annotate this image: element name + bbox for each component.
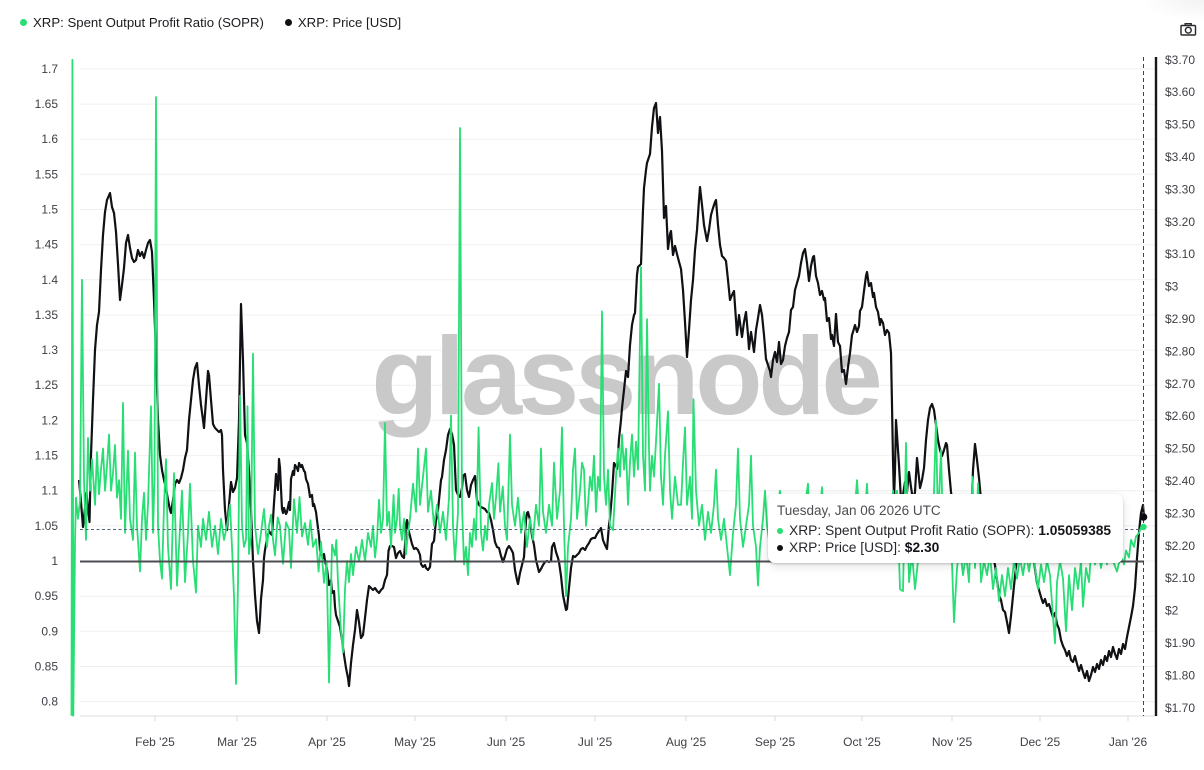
svg-text:Mar '25: Mar '25 <box>217 735 257 749</box>
svg-text:$2.80: $2.80 <box>1165 344 1195 358</box>
svg-text:$2.20: $2.20 <box>1165 539 1195 553</box>
svg-text:$3.40: $3.40 <box>1165 150 1195 164</box>
svg-text:0.8: 0.8 <box>41 695 58 709</box>
svg-text:$2.60: $2.60 <box>1165 409 1195 423</box>
svg-text:1.65: 1.65 <box>35 97 59 111</box>
svg-text:Jul '25: Jul '25 <box>578 735 613 749</box>
svg-text:Jun '25: Jun '25 <box>487 735 526 749</box>
svg-text:0.85: 0.85 <box>35 660 59 674</box>
svg-text:Feb '25: Feb '25 <box>135 735 175 749</box>
svg-text:1.6: 1.6 <box>41 132 58 146</box>
svg-text:Nov '25: Nov '25 <box>932 735 973 749</box>
svg-text:1.7: 1.7 <box>41 62 58 76</box>
svg-text:Sep '25: Sep '25 <box>755 735 796 749</box>
svg-text:$2.70: $2.70 <box>1165 377 1195 391</box>
svg-text:$3: $3 <box>1165 280 1179 294</box>
svg-text:May '25: May '25 <box>394 735 436 749</box>
svg-text:$3.50: $3.50 <box>1165 118 1195 132</box>
svg-text:$3.10: $3.10 <box>1165 247 1195 261</box>
svg-text:$1.80: $1.80 <box>1165 668 1195 682</box>
svg-text:1.45: 1.45 <box>35 238 59 252</box>
svg-text:$3.60: $3.60 <box>1165 85 1195 99</box>
svg-text:Oct '25: Oct '25 <box>843 735 881 749</box>
svg-text:0.9: 0.9 <box>41 624 58 638</box>
svg-text:1: 1 <box>51 554 58 568</box>
svg-text:$1.90: $1.90 <box>1165 636 1195 650</box>
svg-text:1.4: 1.4 <box>41 273 58 287</box>
svg-text:1.05: 1.05 <box>35 519 59 533</box>
svg-text:1.3: 1.3 <box>41 343 58 357</box>
svg-text:$3.30: $3.30 <box>1165 182 1195 196</box>
svg-text:Dec '25: Dec '25 <box>1020 735 1061 749</box>
svg-text:0.95: 0.95 <box>35 589 59 603</box>
svg-text:$1.70: $1.70 <box>1165 701 1195 715</box>
svg-text:$2.10: $2.10 <box>1165 571 1195 585</box>
svg-text:$2.40: $2.40 <box>1165 474 1195 488</box>
svg-text:Aug '25: Aug '25 <box>666 735 707 749</box>
svg-text:$2.30: $2.30 <box>1165 506 1195 520</box>
svg-text:1.2: 1.2 <box>41 413 58 427</box>
svg-text:$2.50: $2.50 <box>1165 442 1195 456</box>
svg-text:$3.70: $3.70 <box>1165 53 1195 67</box>
svg-text:1.1: 1.1 <box>41 484 58 498</box>
svg-text:1.35: 1.35 <box>35 308 59 322</box>
svg-text:$2: $2 <box>1165 604 1179 618</box>
svg-text:Jan '26: Jan '26 <box>1109 735 1148 749</box>
svg-text:1.55: 1.55 <box>35 167 59 181</box>
svg-text:$3.20: $3.20 <box>1165 215 1195 229</box>
svg-text:$2.90: $2.90 <box>1165 312 1195 326</box>
svg-text:1.15: 1.15 <box>35 449 59 463</box>
svg-text:1.5: 1.5 <box>41 203 58 217</box>
svg-text:1.25: 1.25 <box>35 378 59 392</box>
svg-text:Apr '25: Apr '25 <box>308 735 346 749</box>
